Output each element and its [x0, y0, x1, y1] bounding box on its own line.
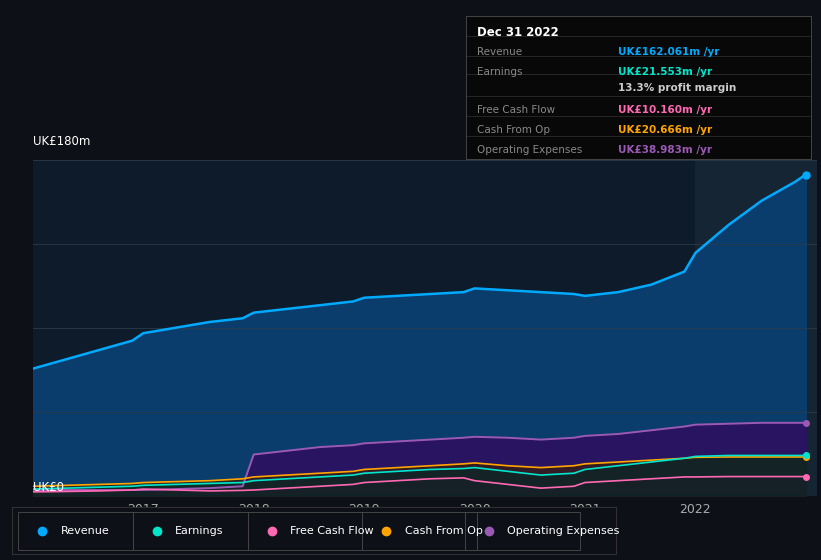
- Text: Free Cash Flow: Free Cash Flow: [477, 105, 555, 115]
- Text: Cash From Op: Cash From Op: [477, 125, 550, 134]
- Text: UK£10.160m /yr: UK£10.160m /yr: [618, 105, 712, 115]
- Text: UK£20.666m /yr: UK£20.666m /yr: [618, 125, 712, 134]
- Bar: [695, 160, 817, 496]
- Text: 13.3% profit margin: 13.3% profit margin: [618, 83, 736, 93]
- Text: Free Cash Flow: Free Cash Flow: [290, 526, 374, 535]
- Text: Earnings: Earnings: [477, 67, 522, 77]
- Text: Earnings: Earnings: [175, 526, 224, 535]
- Text: UK£21.553m /yr: UK£21.553m /yr: [618, 67, 712, 77]
- Text: UK£180m: UK£180m: [33, 136, 90, 148]
- Text: UK£38.983m /yr: UK£38.983m /yr: [618, 144, 712, 155]
- Text: UK£0: UK£0: [33, 481, 64, 494]
- Text: Revenue: Revenue: [61, 526, 109, 535]
- Text: Operating Expenses: Operating Expenses: [507, 526, 620, 535]
- Text: Dec 31 2022: Dec 31 2022: [477, 26, 558, 39]
- Text: UK£162.061m /yr: UK£162.061m /yr: [618, 47, 719, 57]
- Text: Cash From Op: Cash From Op: [405, 526, 483, 535]
- Text: Revenue: Revenue: [477, 47, 522, 57]
- Text: Operating Expenses: Operating Expenses: [477, 144, 582, 155]
